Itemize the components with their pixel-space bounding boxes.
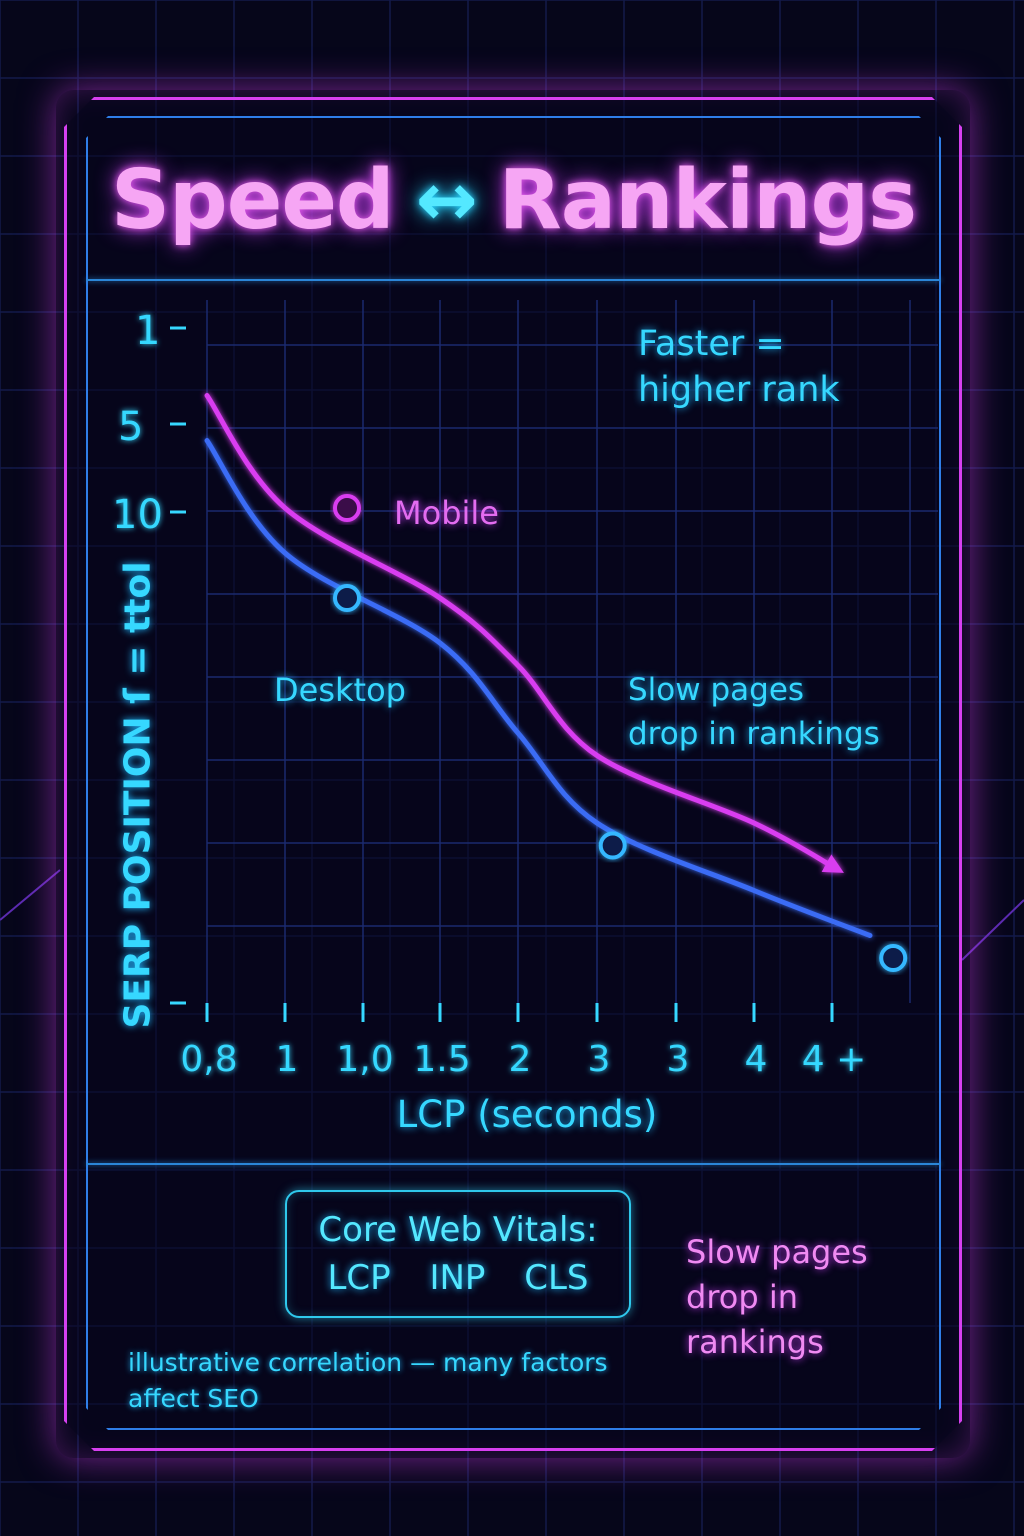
card-inner-frame bbox=[86, 116, 941, 1430]
title-rankings: Rankings bbox=[498, 152, 917, 248]
x-tick-label: 1,0 bbox=[336, 1039, 393, 1080]
x-tick-label: 4 bbox=[745, 1039, 768, 1080]
x-axis-title: LCP (seconds) bbox=[396, 1093, 658, 1136]
x-tick-label: 1.5 bbox=[413, 1039, 470, 1080]
double-arrow-icon: ↔ bbox=[415, 157, 478, 243]
title-divider bbox=[86, 279, 941, 281]
x-tick-label: 0,8 bbox=[180, 1039, 237, 1080]
desktop-data-point bbox=[879, 944, 908, 972]
mobile-label: Mobile bbox=[394, 494, 499, 532]
footer-divider bbox=[86, 1163, 941, 1165]
x-tick-label: 3 bbox=[667, 1039, 690, 1080]
y-tick-label: 10 bbox=[112, 492, 163, 538]
desktop-series-line bbox=[204, 438, 873, 938]
x-tick-label: 2 bbox=[509, 1039, 532, 1080]
x-tick-label: 1 bbox=[276, 1039, 299, 1080]
desktop-data-point bbox=[333, 584, 361, 612]
core-web-vitals-title: Core Web Vitals: bbox=[318, 1210, 598, 1250]
desktop-label: Desktop bbox=[274, 671, 406, 709]
slow-pages-pink-annotation: Slow pages drop in rankings bbox=[686, 1230, 868, 1365]
faster-annotation: Faster = higher rank bbox=[638, 321, 840, 413]
pink-note-line-2: drop in bbox=[686, 1278, 798, 1316]
title-speed: Speed bbox=[110, 152, 395, 248]
mobile-series-line bbox=[204, 393, 844, 873]
footnote-line-1: illustrative correlation — many factors bbox=[128, 1348, 608, 1377]
bg-perspective-line bbox=[961, 899, 1024, 961]
mobile-data-point bbox=[333, 494, 361, 522]
pink-note-line-1: Slow pages bbox=[686, 1233, 868, 1271]
desktop-data-point bbox=[598, 831, 627, 860]
card-frame bbox=[64, 97, 962, 1451]
core-web-vitals-box: Core Web Vitals: LCP INP CLS bbox=[285, 1190, 631, 1318]
slow-pages-line-1: Slow pages bbox=[628, 672, 805, 708]
bg-perspective-line bbox=[0, 869, 61, 921]
footnote: illustrative correlation — many factors … bbox=[128, 1345, 608, 1417]
page-title: Speed ↔ Rankings bbox=[86, 140, 941, 260]
slow-pages-annotation: Slow pages drop in rankings bbox=[628, 668, 880, 756]
pink-note-line-3: rankings bbox=[686, 1323, 824, 1361]
faster-annotation-line-1: Faster = bbox=[638, 324, 785, 364]
footnote-line-2: affect SEO bbox=[128, 1384, 259, 1413]
faster-annotation-line-2: higher rank bbox=[638, 370, 840, 410]
x-tick-label: 3 bbox=[588, 1039, 611, 1080]
y-axis-title: SERP POSITION ſ = ttol bbox=[117, 561, 159, 1029]
vital-inp: INP bbox=[429, 1258, 486, 1298]
core-web-vitals-items: LCP INP CLS bbox=[287, 1258, 629, 1298]
x-tick-label: 4 + bbox=[802, 1039, 867, 1080]
vital-lcp: LCP bbox=[327, 1258, 391, 1298]
slow-pages-line-2: drop in rankings bbox=[628, 716, 880, 752]
vital-cls: CLS bbox=[524, 1258, 589, 1298]
y-tick-label: 1 bbox=[135, 308, 160, 354]
y-tick-label: 5 bbox=[118, 404, 143, 450]
